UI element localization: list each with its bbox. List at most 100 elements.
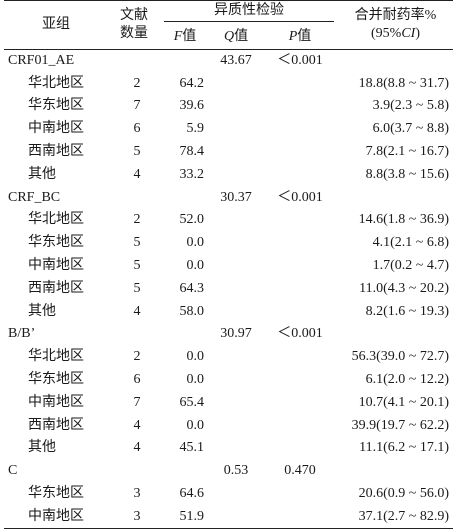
lit-count: 4: [133, 440, 141, 456]
region-name: 中南地区: [28, 394, 84, 410]
group-lit-count: [108, 50, 160, 73]
region-name: 华东地区: [28, 372, 84, 388]
q-value-cell: [210, 95, 262, 118]
p-value-cell: [262, 255, 338, 278]
header-f-value: F值: [160, 25, 210, 50]
f-value: 45.1: [179, 440, 205, 456]
group-f-value: [160, 323, 210, 346]
pooled-rate: 1.7(0.2 ~ 4.7): [372, 258, 449, 274]
f-value: 52.0: [179, 212, 205, 228]
lit-count: 2: [133, 212, 141, 228]
table-row: 中南地区 7 65.4 10.7(4.1 ~ 20.1): [4, 391, 453, 414]
pooled-rate: 39.9(19.7 ~ 62.2): [351, 417, 449, 433]
f-value: 58.0: [179, 303, 205, 319]
f-value: 33.2: [179, 166, 205, 182]
header-p-value: P值: [262, 25, 338, 50]
group-p-value: ＜0.001: [277, 189, 323, 205]
f-value: 0.0: [186, 417, 205, 433]
header-rate-line2: (95%CI): [371, 26, 420, 41]
table-row: 华东地区 5 0.0 4.1(2.1 ~ 6.8): [4, 232, 453, 255]
group-lit-count: [108, 323, 160, 346]
group-f-value: [160, 186, 210, 209]
header-heterogeneity: 异质性检验: [160, 0, 338, 25]
q-value-cell: [210, 369, 262, 392]
group-rate: [338, 323, 453, 346]
f-value: 64.3: [179, 280, 205, 296]
q-value-cell: [210, 118, 262, 141]
p-value-cell: [262, 300, 338, 323]
p-value-cell: [262, 118, 338, 141]
p-value-cell: [262, 391, 338, 414]
group-row: C 0.53 0.470: [4, 460, 453, 483]
group-p-value: ＜0.001: [277, 53, 323, 69]
table-row: 华北地区 2 64.2 18.8(8.8 ~ 31.7): [4, 72, 453, 95]
lit-count: 6: [133, 121, 141, 137]
table-row: 中南地区 3 51.9 37.1(2.7 ~ 82.9): [4, 505, 453, 529]
group-rate: [338, 50, 453, 73]
pooled-rate: 8.2(1.6 ~ 19.3): [365, 303, 449, 319]
p-value-cell: [262, 72, 338, 95]
table-row: 中南地区 5 0.0 1.7(0.2 ~ 4.7): [4, 255, 453, 278]
region-name: 中南地区: [28, 121, 84, 137]
lit-count: 2: [133, 75, 141, 91]
p-value-cell: [262, 369, 338, 392]
group-name: C: [8, 463, 18, 479]
q-value-cell: [210, 72, 262, 95]
group-q-value: 30.37: [220, 189, 252, 205]
group-p-value: ＜0.001: [277, 326, 323, 342]
table-row: 其他 4 45.1 11.1(6.2 ~ 17.1): [4, 437, 453, 460]
region-name: 中南地区: [4, 505, 108, 529]
table-row: 华东地区 7 39.6 3.9(2.3 ~ 5.8): [4, 95, 453, 118]
region-name: 其他: [28, 440, 56, 456]
group-f-value: [160, 460, 210, 483]
group-name: B/B’: [8, 326, 36, 342]
f-value: 51.9: [160, 505, 210, 529]
group-row: CRF_BC 30.37 ＜0.001: [4, 186, 453, 209]
pooled-rate: 20.6(0.9 ~ 56.0): [358, 486, 449, 502]
lit-count: 5: [133, 258, 141, 274]
f-value: 0.0: [186, 372, 205, 388]
table-row: 西南地区 5 78.4 7.8(2.1 ~ 16.7): [4, 141, 453, 164]
p-value-cell: [262, 141, 338, 164]
lit-count: 5: [133, 280, 141, 296]
region-name: 西南地区: [28, 280, 84, 296]
group-name: CRF_BC: [8, 189, 61, 205]
p-value-cell: [262, 209, 338, 232]
p-value-cell: [262, 414, 338, 437]
table-body: CRF01_AE 43.67 ＜0.001 华北地区 2 64.2 18.8(8.8 ~ 3…: [4, 50, 453, 529]
pooled-rate: 18.8(8.8 ~ 31.7): [358, 75, 449, 91]
q-value-cell: [210, 277, 262, 300]
q-value-cell: [210, 414, 262, 437]
subgroup-resistance-table: 亚组 文献 数量 异质性检验 合并耐药率% (95%CI) F值 Q值: [4, 0, 453, 529]
pooled-rate: 6.0(3.7 ~ 8.8): [372, 121, 449, 137]
region-name: 华北地区: [28, 349, 84, 365]
lit-count: 6: [133, 372, 141, 388]
p-value-cell: [262, 346, 338, 369]
p-value-cell: [262, 163, 338, 186]
f-value: 5.9: [186, 121, 205, 137]
table-row: 华东地区 6 0.0 6.1(2.0 ~ 12.2): [4, 369, 453, 392]
pooled-rate: 10.7(4.1 ~ 20.1): [358, 394, 449, 410]
lit-count: 4: [133, 303, 141, 319]
table-row: 其他 4 58.0 8.2(1.6 ~ 19.3): [4, 300, 453, 323]
group-rate: [338, 186, 453, 209]
p-value-cell: [262, 505, 338, 529]
group-q-value: 0.53: [223, 463, 249, 479]
table-row: 其他 4 33.2 8.8(3.8 ~ 15.6): [4, 163, 453, 186]
table-row: 华北地区 2 52.0 14.6(1.8 ~ 36.9): [4, 209, 453, 232]
f-value: 0.0: [186, 235, 205, 251]
f-value: 0.0: [186, 349, 205, 365]
lit-count: 4: [133, 166, 141, 182]
table-row: 西南地区 5 64.3 11.0(4.3 ~ 20.2): [4, 277, 453, 300]
table-row: 中南地区 6 5.9 6.0(3.7 ~ 8.8): [4, 118, 453, 141]
header-q-value: Q值: [210, 25, 262, 50]
group-p-value: 0.470: [284, 463, 316, 479]
group-lit-count: [108, 186, 160, 209]
table-row: 西南地区 4 0.0 39.9(19.7 ~ 62.2): [4, 414, 453, 437]
q-value-cell: [210, 300, 262, 323]
p-value-cell: [262, 437, 338, 460]
pooled-rate: 14.6(1.8 ~ 36.9): [358, 212, 449, 228]
lit-count: 7: [133, 394, 141, 410]
q-value-cell: [210, 209, 262, 232]
group-rate: [338, 460, 453, 483]
